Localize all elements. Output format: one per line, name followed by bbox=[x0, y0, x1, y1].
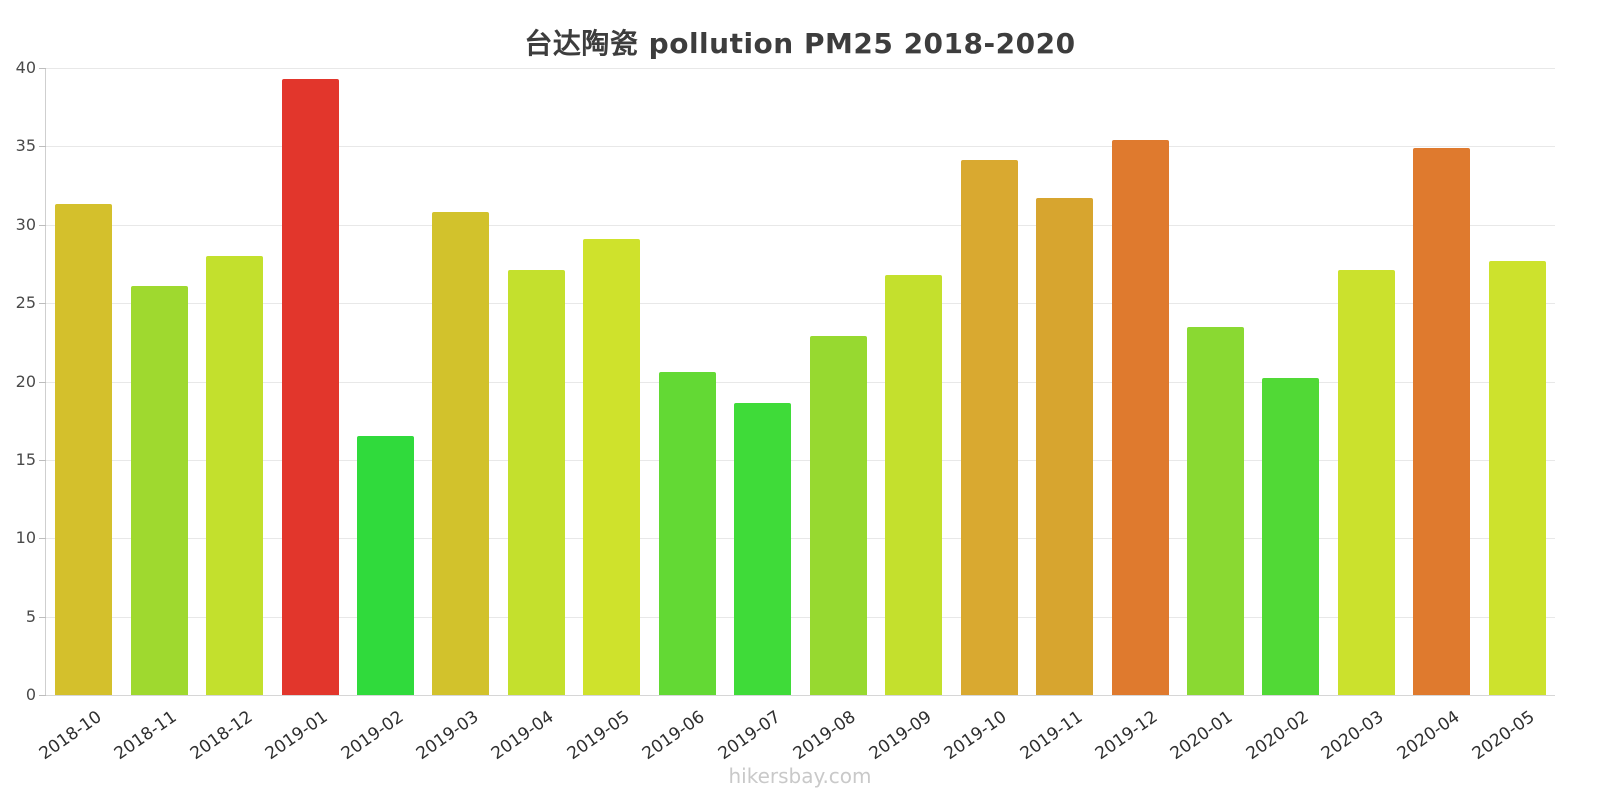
y-axis-label: 5 bbox=[25, 606, 36, 626]
bar-2019-05[interactable] bbox=[583, 238, 641, 695]
gridline-y-40 bbox=[46, 68, 1555, 69]
bar-2019-04[interactable] bbox=[507, 270, 565, 695]
y-axis-tick bbox=[39, 616, 46, 618]
bar-2019-03[interactable] bbox=[432, 212, 490, 695]
x-axis-label-2019-05: 2019-05 bbox=[563, 707, 634, 765]
bar-2020-05[interactable] bbox=[1488, 260, 1546, 695]
y-axis-label: 20 bbox=[15, 371, 36, 391]
y-axis-label: 30 bbox=[15, 214, 36, 234]
bar-2020-01[interactable] bbox=[1186, 326, 1244, 695]
x-axis-label-2018-10: 2018-10 bbox=[35, 707, 106, 765]
y-axis-tick bbox=[39, 459, 46, 461]
bar-2019-01[interactable] bbox=[281, 78, 339, 695]
bar-2019-12[interactable] bbox=[1111, 140, 1169, 695]
y-axis-label: 0 bbox=[25, 685, 36, 704]
gridline-y-30 bbox=[46, 224, 1555, 226]
x-axis-label-2020-05: 2020-05 bbox=[1469, 707, 1539, 765]
bar-2019-10[interactable] bbox=[960, 160, 1018, 695]
x-axis-label-2019-02: 2019-02 bbox=[337, 707, 407, 765]
x-axis-label-2019-08: 2019-08 bbox=[790, 707, 860, 765]
x-axis-label-2020-01: 2020-01 bbox=[1167, 707, 1237, 765]
y-axis-tick bbox=[39, 68, 46, 69]
bar-2020-03[interactable] bbox=[1337, 270, 1395, 695]
gridline-y-10 bbox=[46, 538, 1555, 540]
x-axis-label-2018-12: 2018-12 bbox=[186, 707, 257, 765]
x-axis-label-2020-03: 2020-03 bbox=[1318, 707, 1388, 765]
bar-2019-06[interactable] bbox=[658, 372, 716, 695]
gridline-y-35 bbox=[46, 146, 1555, 148]
bar-2020-04[interactable] bbox=[1413, 147, 1471, 695]
y-axis-tick bbox=[39, 538, 46, 540]
y-axis-label: 15 bbox=[15, 449, 36, 469]
bar-chart-plot-area: 0 5 10 15 20 25 30 35 40 2018-10 2018-11 2018-12 201… bbox=[16, 59, 1555, 764]
x-axis-label-2018-11: 2018-11 bbox=[110, 707, 181, 765]
bar-2019-08[interactable] bbox=[809, 336, 867, 695]
bar-2019-11[interactable] bbox=[1036, 198, 1094, 695]
bar-2019-09[interactable] bbox=[885, 274, 943, 695]
chart-title: 台达陶瓷 pollution PM25 2018-2020 bbox=[524, 27, 1076, 60]
x-axis-label-2020-02: 2020-02 bbox=[1242, 707, 1313, 765]
x-axis-label-2019-09: 2019-09 bbox=[865, 707, 936, 765]
y-axis-label: 40 bbox=[15, 58, 36, 77]
x-axis-label-2019-07: 2019-07 bbox=[714, 707, 785, 765]
y-axis-tick bbox=[39, 303, 46, 305]
y-axis-label: 35 bbox=[15, 136, 36, 156]
y-axis-tick bbox=[39, 146, 46, 148]
gridline-y-20 bbox=[46, 381, 1555, 383]
y-axis-tick bbox=[39, 224, 46, 226]
gridline-y-25 bbox=[46, 303, 1555, 305]
gridline-y-5 bbox=[46, 616, 1555, 618]
x-axis-label-2019-04: 2019-04 bbox=[488, 707, 558, 765]
y-axis-tick bbox=[39, 381, 46, 383]
x-axis-label-2019-01: 2019-01 bbox=[261, 707, 332, 765]
bar-2018-11[interactable] bbox=[130, 285, 188, 695]
x-axis-label-2019-11: 2019-11 bbox=[1016, 707, 1087, 765]
gridline-y-0 bbox=[46, 695, 1555, 696]
x-axis-label-2020-04: 2020-04 bbox=[1393, 707, 1464, 765]
x-axis-label-2019-03: 2019-03 bbox=[412, 707, 483, 765]
x-axis-label-2019-10: 2019-10 bbox=[940, 707, 1011, 765]
gridline-y-15 bbox=[46, 459, 1555, 461]
bar-2019-07[interactable] bbox=[734, 403, 792, 695]
y-axis-tick bbox=[39, 695, 46, 696]
bar-2018-10[interactable] bbox=[55, 204, 113, 695]
footer-watermark: hikersbay.com bbox=[728, 764, 872, 788]
x-axis-label-2019-06: 2019-06 bbox=[639, 707, 709, 765]
bar-2018-12[interactable] bbox=[206, 256, 264, 695]
x-axis-label-2019-12: 2019-12 bbox=[1091, 707, 1162, 765]
bar-2019-02[interactable] bbox=[357, 436, 415, 695]
y-axis-label: 10 bbox=[15, 528, 36, 548]
bar-2020-02[interactable] bbox=[1262, 378, 1320, 695]
y-axis-label: 25 bbox=[15, 293, 36, 313]
